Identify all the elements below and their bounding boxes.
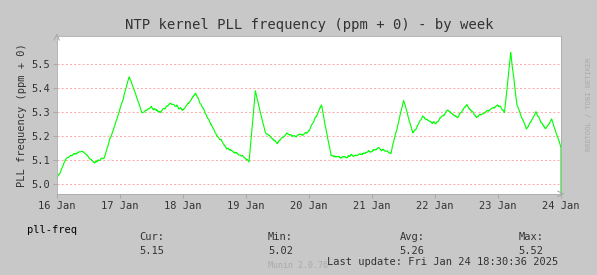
Text: 5.52: 5.52: [518, 246, 543, 256]
Text: 5.02: 5.02: [268, 246, 293, 256]
Text: Min:: Min:: [268, 232, 293, 242]
Text: Munin 2.0.76: Munin 2.0.76: [269, 261, 328, 270]
Text: 5.26: 5.26: [399, 246, 424, 256]
Y-axis label: PLL frequency (ppm + 0): PLL frequency (ppm + 0): [17, 43, 27, 187]
Title: NTP kernel PLL frequency (ppm + 0) - by week: NTP kernel PLL frequency (ppm + 0) - by …: [125, 18, 493, 32]
Text: Cur:: Cur:: [140, 232, 165, 242]
Text: RRDTOOL / TOBI OETIKER: RRDTOOL / TOBI OETIKER: [586, 58, 592, 151]
Text: Last update: Fri Jan 24 18:30:36 2025: Last update: Fri Jan 24 18:30:36 2025: [327, 257, 558, 267]
Text: pll-freq: pll-freq: [27, 225, 77, 235]
Text: Avg:: Avg:: [399, 232, 424, 242]
Text: Max:: Max:: [518, 232, 543, 242]
Text: 5.15: 5.15: [140, 246, 165, 256]
